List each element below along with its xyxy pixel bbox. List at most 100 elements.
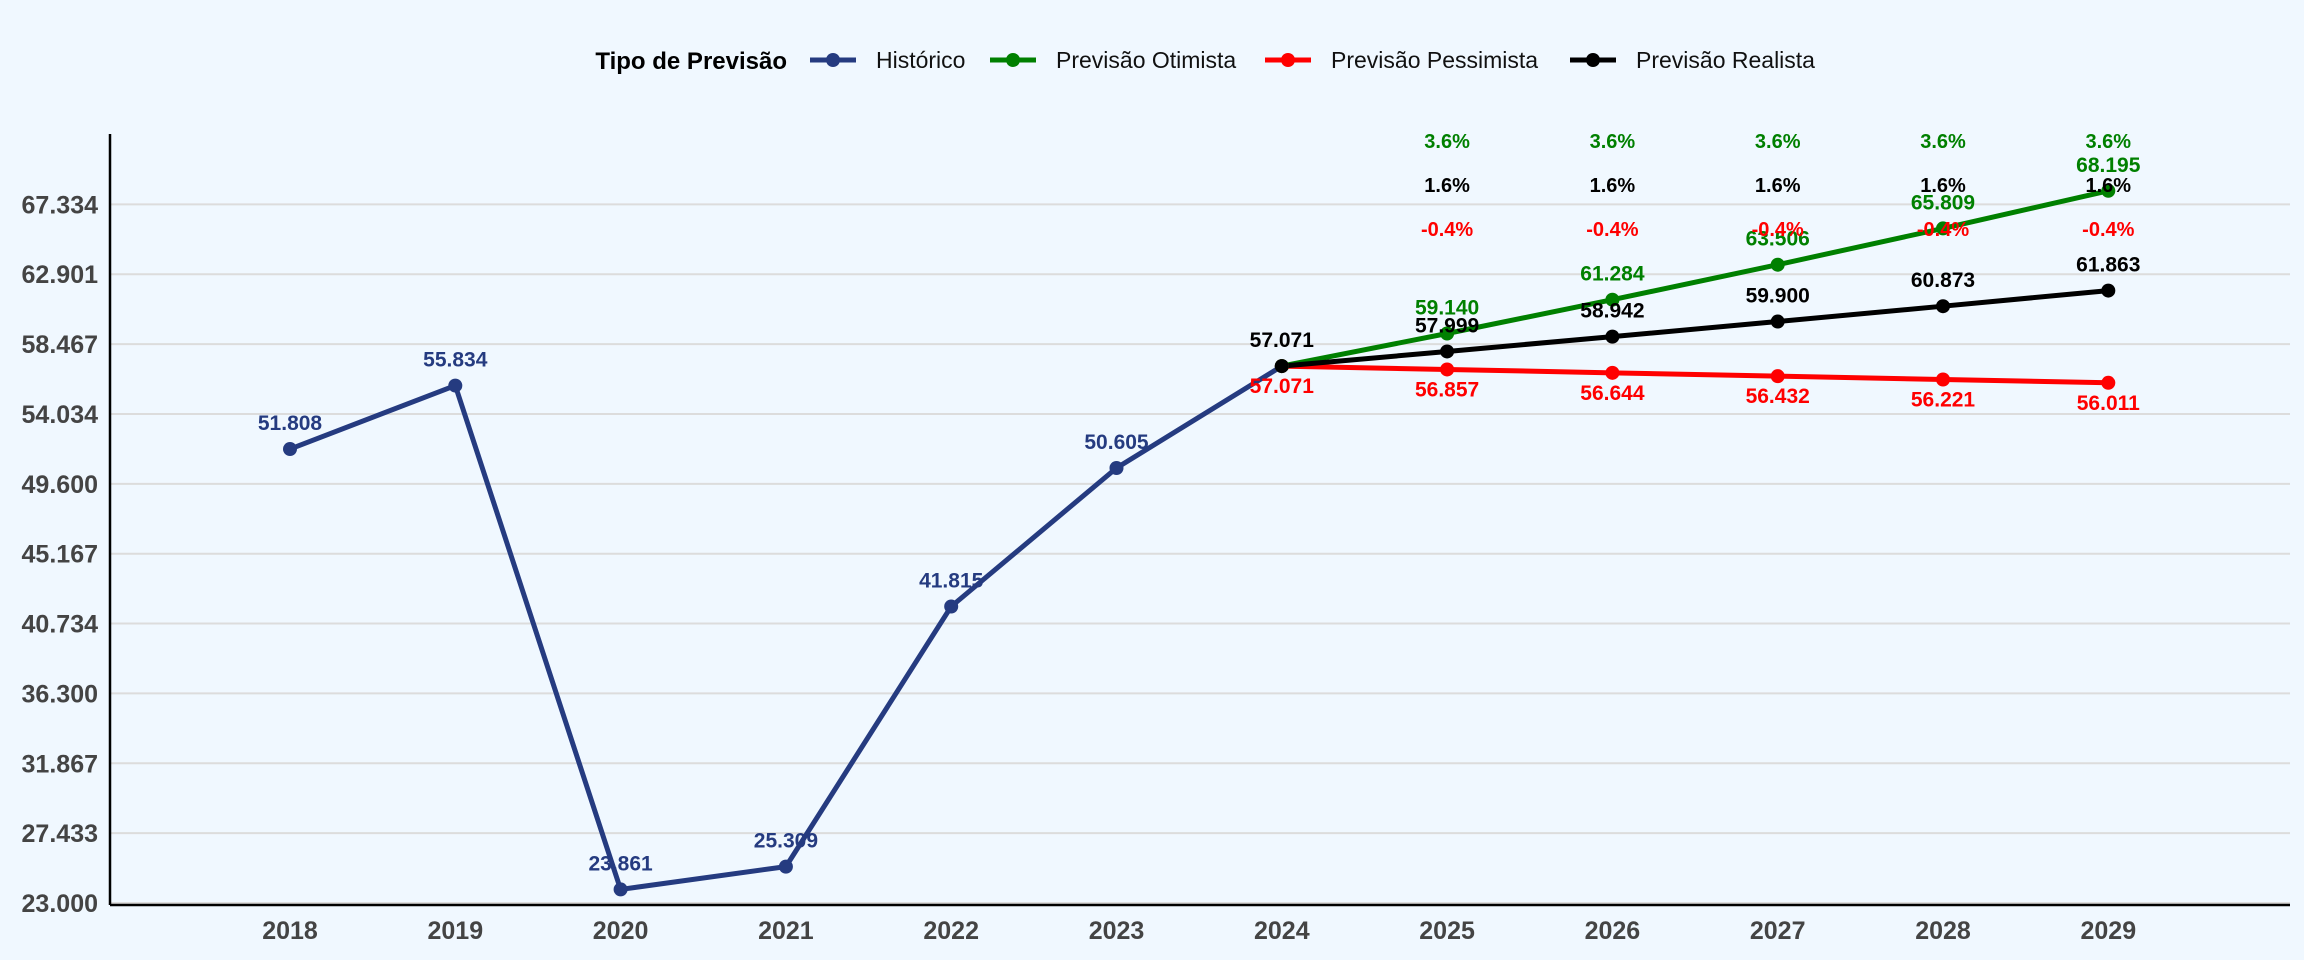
y-tick-label: 27.433 [22,820,98,848]
growth-rate-labels: 3.6% 3.6% 3.6% 3.6% 3.6% 1.6% 1.6% 1.6% 1.6% 1.6%… [1421,131,2135,241]
growth-rate-label: 1.6% [1590,175,1636,197]
y-tick-label: 45.167 [22,541,98,569]
data-label: 57.071 [1250,375,1315,398]
y-axis-ticks: 23.000 27.433 31.867 36.300 40.734 45.167 49.6… [22,191,99,918]
data-point [1770,314,1785,329]
data-label: 55.834 [423,349,488,372]
data-label: 61.863 [2076,254,2140,277]
y-tick-label: 40.734 [22,611,99,639]
data-point [1605,365,1620,380]
growth-rate-label: 1.6% [2086,175,2132,197]
growth-rate-label: -0.4% [1586,219,1638,241]
x-tick-label: 2023 [1089,917,1145,945]
data-point [1440,326,1455,341]
data-label: 65.809 [1911,191,1975,214]
data-label: 57.071 [1250,329,1315,352]
x-axis-ticks: 2018 2019 2020 2021 2022 2023 2024 2025 2026 2027… [262,917,2136,945]
data-point [613,882,628,897]
y-tick-label: 31.867 [22,750,98,778]
series-line-previsao-pessimista [1281,363,2109,386]
growth-rate-label: -0.4% [1752,219,1804,241]
data-label: 56.432 [1746,385,1810,408]
data-point [2101,183,2116,198]
x-tick-label: 2019 [427,917,483,945]
growth-rate-label: 3.6% [1920,131,1966,153]
data-point [1109,460,1124,475]
x-tick-label: 2025 [1419,917,1475,945]
y-tick-label: 67.334 [22,191,99,219]
legend-marker [1006,53,1020,67]
data-point [1936,372,1950,387]
data-point [1770,257,1785,272]
data-point [1770,369,1785,384]
data-point [1605,329,1620,344]
growth-rate-label: 3.6% [1590,131,1636,153]
data-label: 56.221 [1911,388,1976,411]
data-label: 51.808 [258,412,323,435]
data-labels: 51.808 55.834 23.861 25.309 41.815 50.605 59.1… [258,154,2141,876]
data-point [2101,375,2116,390]
legend: Tipo de Previsão Histórico Previsão Otimis… [595,47,1815,75]
series-line-previsao-otimista [1281,188,2109,369]
legend-entry-label: Previsão Realista [1636,47,1815,73]
data-label: 68.195 [2076,154,2141,177]
data-label: 59.900 [1746,285,1810,308]
growth-rate-label: -0.4% [1917,219,1969,241]
growth-rate-label: -0.4% [1421,219,1473,241]
data-label: 59.140 [1415,296,1479,319]
data-label: 50.605 [1084,431,1149,454]
data-point [1936,299,1950,314]
data-point [944,599,959,614]
growth-rate-label: 1.6% [1920,175,1966,197]
x-tick-label: 2029 [2080,917,2136,945]
data-label: 58.942 [1580,300,1644,323]
legend-title: Tipo de Previsão [595,48,787,75]
data-label: 63.506 [1746,228,1810,251]
data-label: 25.309 [754,830,818,853]
data-point [1274,359,1289,374]
series-lines [289,188,2109,892]
x-tick-label: 2020 [593,917,649,945]
x-tick-label: 2024 [1254,917,1310,945]
growth-rate-label: 3.6% [2086,131,2132,153]
data-point [778,859,793,874]
data-point [1440,344,1455,359]
x-tick-label: 2021 [758,917,814,945]
y-tick-label: 54.034 [22,401,99,429]
legend-entry-label: Previsão Pessimista [1331,47,1538,73]
data-point [1936,221,1950,236]
data-point [2101,283,2116,298]
data-label: 56.644 [1580,382,1645,405]
growth-rate-label: 3.6% [1424,131,1470,153]
data-point [1605,292,1620,307]
growth-rate-label: 3.6% [1755,131,1801,153]
data-point [448,378,463,393]
data-label: 56.011 [2077,392,2140,415]
series-points [283,183,2116,897]
data-point [283,442,297,457]
data-label: 56.857 [1415,378,1479,401]
growth-rate-label: -0.4% [2082,219,2134,241]
data-label: 60.873 [1911,269,1975,292]
legend-marker [1586,53,1600,67]
legend-marker [1281,53,1295,67]
growth-rate-label: 1.6% [1755,175,1801,197]
x-tick-label: 2018 [262,917,318,945]
data-label: 61.284 [1580,263,1645,286]
y-tick-label: 23.000 [22,890,98,918]
data-label: 23.861 [588,852,653,875]
legend-marker [826,53,840,67]
grid-lines [110,203,2290,904]
legend-entry-label: Previsão Otimista [1056,47,1236,73]
y-tick-label: 36.300 [22,680,98,708]
legend-entry-label: Histórico [876,47,965,73]
y-tick-label: 62.901 [22,261,99,289]
y-tick-label: 49.600 [22,471,98,499]
x-tick-label: 2027 [1750,917,1806,945]
x-tick-label: 2022 [923,917,979,945]
growth-rate-label: 1.6% [1424,175,1470,197]
series-line-previsao-realista [1281,288,2109,369]
axes [108,134,2290,907]
data-label: 41.815 [919,570,984,593]
